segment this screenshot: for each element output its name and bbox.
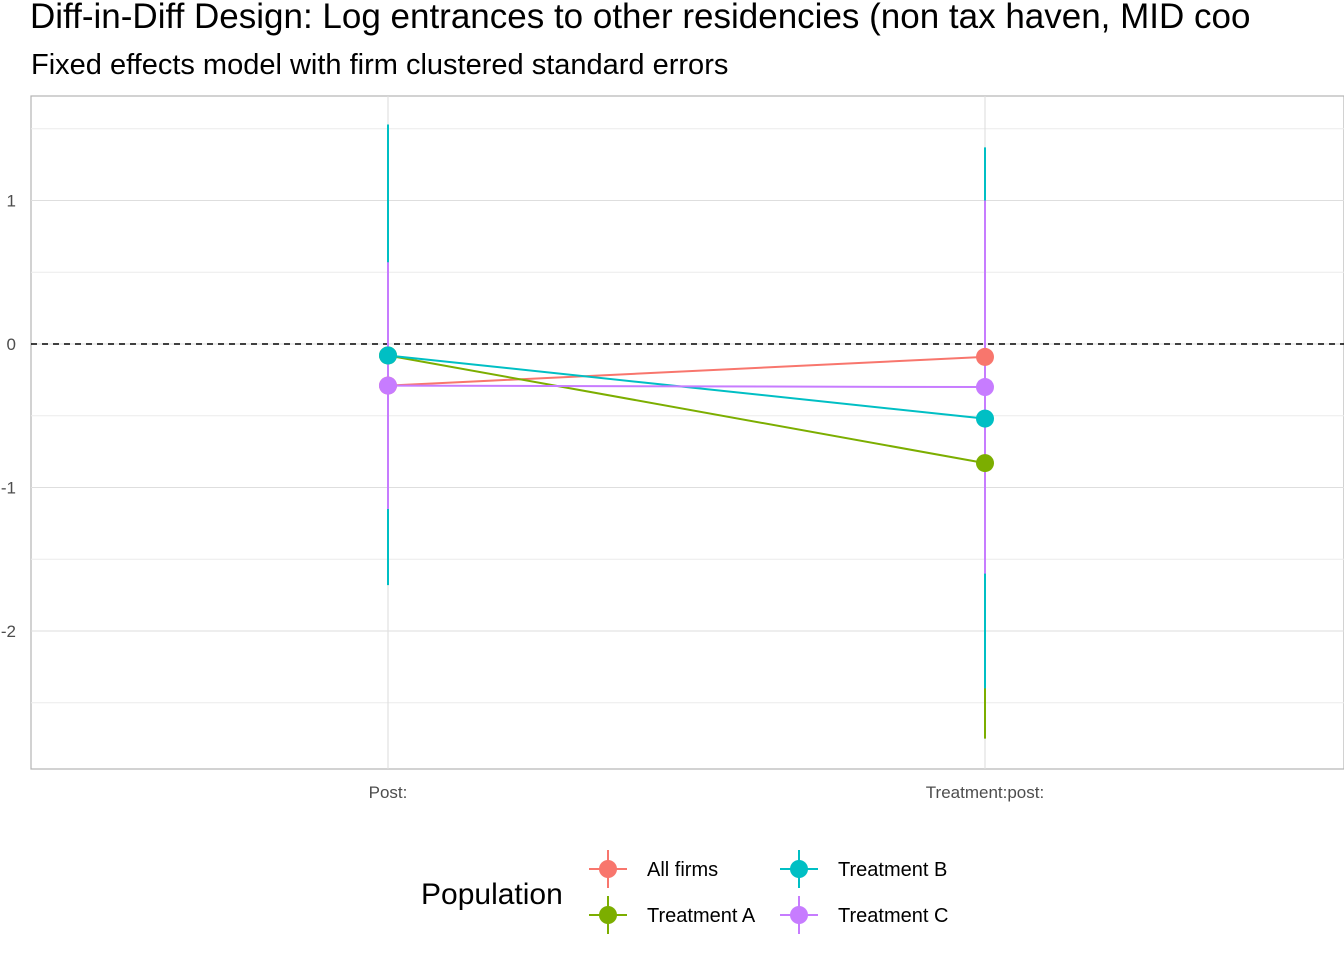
- series-line-treatment-a: [387, 354, 986, 465]
- legend-item-all-firms: All firms: [589, 850, 718, 888]
- y-axis-ticks: 1 0 -1 -2: [1, 192, 16, 642]
- legend-title: Population: [421, 878, 563, 911]
- legend-label: All firms: [647, 859, 718, 881]
- series-line-treatment-c: [387, 384, 986, 389]
- y-tick-label: -1: [1, 479, 16, 498]
- data-point-all-firms: [976, 347, 994, 366]
- data-point-treatment-b: [379, 346, 397, 365]
- legend-item-treatment-a: Treatment A: [589, 896, 756, 934]
- series-line-all-firms: [387, 355, 986, 387]
- chart-subtitle: Fixed effects model with firm clustered …: [31, 49, 728, 81]
- legend-label: Treatment C: [838, 905, 948, 927]
- y-tick-label: 1: [7, 192, 16, 211]
- data-point-treatment-c: [976, 378, 994, 397]
- legend-item-treatment-c: Treatment C: [780, 896, 948, 934]
- legend-key-point: [599, 906, 617, 924]
- legend-item-treatment-b: Treatment B: [780, 850, 947, 888]
- y-tick-label: -2: [1, 622, 16, 641]
- legend-label: Treatment A: [647, 905, 756, 927]
- legend-items: All firms Treatment A Treatment B Treatment…: [589, 850, 948, 934]
- x-axis-ticks: Post: Treatment:post:: [369, 783, 1045, 802]
- chart-title: Diff-in-Diff Design: Log entrances to ot…: [30, 0, 1250, 36]
- legend-key-point: [790, 860, 808, 878]
- data-point-treatment-c: [379, 376, 397, 395]
- series-lines: [387, 354, 986, 465]
- series-points: [379, 346, 994, 473]
- legend: Population All firms Treatment A Treatment…: [421, 850, 948, 934]
- x-tick-label: Treatment:post:: [926, 783, 1044, 802]
- legend-key-point: [599, 860, 617, 878]
- data-point-treatment-a: [976, 454, 994, 473]
- x-tick-label: Post:: [369, 783, 408, 802]
- legend-label: Treatment B: [838, 859, 947, 881]
- legend-key-point: [790, 906, 808, 924]
- data-point-treatment-b: [976, 409, 994, 428]
- plot-border: [30, 95, 1344, 770]
- y-tick-label: 0: [7, 335, 16, 354]
- plot-panel: [30, 95, 1344, 770]
